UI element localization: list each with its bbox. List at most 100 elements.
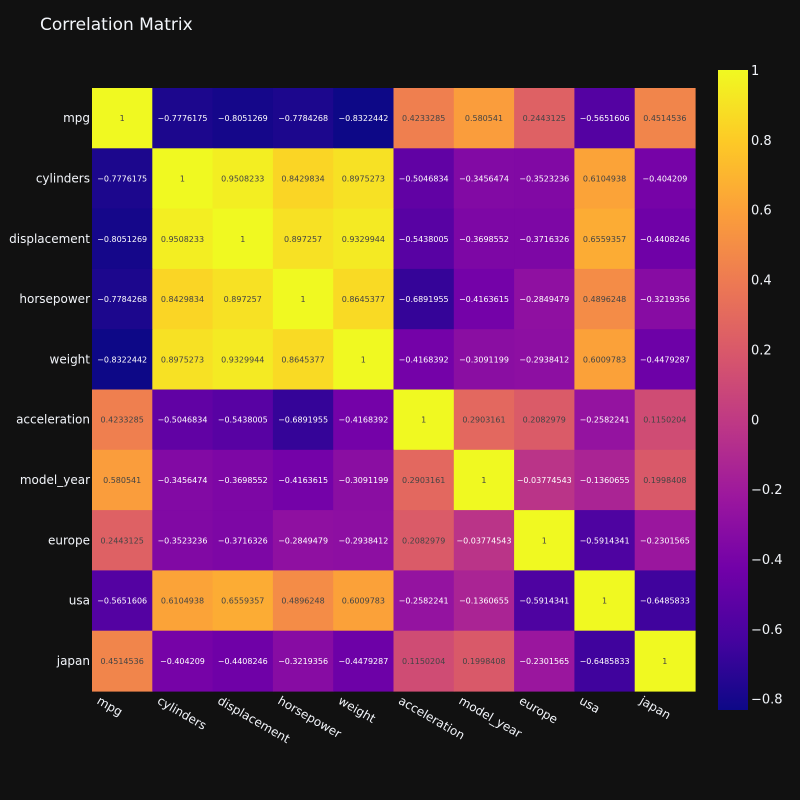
colorbar-tick-label: 0.6 [751,204,772,219]
colorbar-tick-label: 0.4 [751,274,772,289]
colorbar-gradient [718,70,748,710]
cell-value-label: 1 [481,476,486,485]
heatmap-cell-horsepower-displacement [212,268,274,330]
cell-value-label: 0.2443125 [523,114,566,123]
heatmap-cell-weight-horsepower [272,329,334,391]
cell-value-label: −0.3456474 [157,476,207,485]
cell-value-label: −0.7784268 [97,295,147,304]
heatmap-cell-mpg-cylinders [152,88,214,149]
cell-value-label: −0.3698552 [218,476,268,485]
heatmap-cell-usa-europe [514,570,575,632]
cell-value-label: 0.2903161 [462,416,505,425]
cell-value-label: −0.5046834 [157,416,207,425]
heatmap-cell-weight-europe [514,329,575,391]
y-axis-labels: mpg cylinders displacement horsepower weight… [9,111,90,668]
heatmap-cell-cylinders-japan [634,148,696,210]
heatmap-cell-mpg-horsepower [272,88,334,149]
cell-value-label: −0.8322442 [97,355,147,364]
cell-value-label: −0.5914341 [519,597,569,606]
colorbar-tick-label: 0 [751,413,759,428]
cell-value-label: 0.9329944 [342,235,385,244]
colorbar-tick-label: 1 [751,64,759,79]
heatmap-cell-usa-usa [574,570,636,632]
heatmap-cell-acceleration-cylinders [152,389,214,451]
heatmap-cell-weight-model_year [453,329,515,391]
cell-value-label: −0.4479287 [640,355,690,364]
heatmap-cell-model_year-cylinders [152,449,214,511]
colorbar-tick-label: 0.2 [751,343,772,358]
x-tick-label-usa: usa [577,693,602,716]
cell-value-label: 0.8645377 [342,295,385,304]
heatmap-cell-model_year-japan [634,449,696,511]
heatmap-cell-japan-horsepower [272,630,334,692]
cell-value-label: −0.4408246 [640,235,690,244]
heatmap-cell-mpg-weight [333,88,395,149]
x-tick-label-europe: europe [517,693,560,726]
heatmap-cell-horsepower-cylinders [152,268,214,330]
y-tick-label-usa: usa [69,594,90,608]
cell-value-label: 0.580541 [103,476,141,485]
heatmap-cell-displacement-europe [514,208,575,270]
heatmap-cell-displacement-usa [574,208,636,270]
heatmap-cell-weight-cylinders [152,329,214,391]
cell-value-label: −0.8322442 [338,114,388,123]
cell-value-label: −0.4163615 [278,476,328,485]
heatmap-cell-mpg-mpg [92,88,153,149]
heatmap-cell-acceleration-acceleration [393,389,455,451]
cell-value-label: 0.8429834 [281,174,324,183]
heatmap-cell-europe-acceleration [393,510,455,571]
cell-value-label: 1 [421,416,426,425]
cell-value-label: −0.8051269 [218,114,268,123]
cell-value-label: 0.9329944 [221,355,264,364]
y-tick-label-cylinders: cylinders [36,171,90,185]
cell-value-label: −0.2582241 [399,597,449,606]
cell-value-label: −0.6891955 [278,416,328,425]
cell-value-label: 0.2082979 [523,416,566,425]
heatmap-cell-model_year-usa [574,449,636,511]
cell-value-label: 0.8975273 [161,355,204,364]
cell-value-label: 0.6104938 [161,597,204,606]
cell-value-label: −0.3698552 [459,235,509,244]
heatmap-cell-displacement-japan [634,208,696,270]
cell-value-label: −0.2938412 [519,355,569,364]
heatmap-cell-horsepower-acceleration [393,268,455,330]
heatmap-cell-japan-model_year [453,630,515,692]
cell-value-label: −0.3716326 [519,235,569,244]
cell-value-label: 0.9508233 [221,174,264,183]
cell-value-label: 0.8645377 [281,355,324,364]
heatmap-cell-displacement-displacement [212,208,274,270]
heatmap-cell-horsepower-mpg [92,268,153,330]
cell-value-label: 0.4896248 [583,295,626,304]
heatmap-cell-usa-cylinders [152,570,214,632]
cell-value-label: −0.3219356 [640,295,690,304]
x-axis-labels: mpg cylinders displacementhorsepowerweight… [95,693,674,746]
heatmap-cell-acceleration-usa [574,389,636,451]
heatmap-cell-cylinders-usa [574,148,636,210]
cell-value-label: −0.4163615 [459,295,509,304]
heatmap-cell-displacement-weight [333,208,395,270]
cell-value-label: −0.4408246 [218,657,268,666]
colorbar-tick-label: −0.6 [751,623,783,638]
cell-value-label: −0.5438005 [399,235,449,244]
cell-value-label: 1 [301,295,306,304]
heatmap-cell-mpg-acceleration [393,88,455,149]
cell-value-label: −0.5438005 [218,416,268,425]
cell-value-label: 0.6009783 [342,597,385,606]
heatmap-cell-cylinders-model_year [453,148,515,210]
heatmap-cell-europe-displacement [212,510,274,571]
heatmap-cell-horsepower-japan [634,268,696,330]
heatmap-cell-europe-europe [514,510,575,571]
cell-value-label: 0.4514536 [101,657,144,666]
heatmap-cell-usa-horsepower [272,570,334,632]
heatmap-cell-cylinders-horsepower [272,148,334,210]
cell-value-label: −0.2301565 [519,657,569,666]
cell-value-label: 0.897257 [224,295,262,304]
cell-value-label: −0.3091199 [459,355,509,364]
heatmap-cell-weight-displacement [212,329,274,391]
x-tick-label-japan: japan [636,693,673,722]
heatmap-cell-japan-cylinders [152,630,214,692]
heatmap-cell-usa-weight [333,570,395,632]
cell-value-label: −0.7776175 [157,114,207,123]
cell-value-label: −0.4479287 [338,657,388,666]
